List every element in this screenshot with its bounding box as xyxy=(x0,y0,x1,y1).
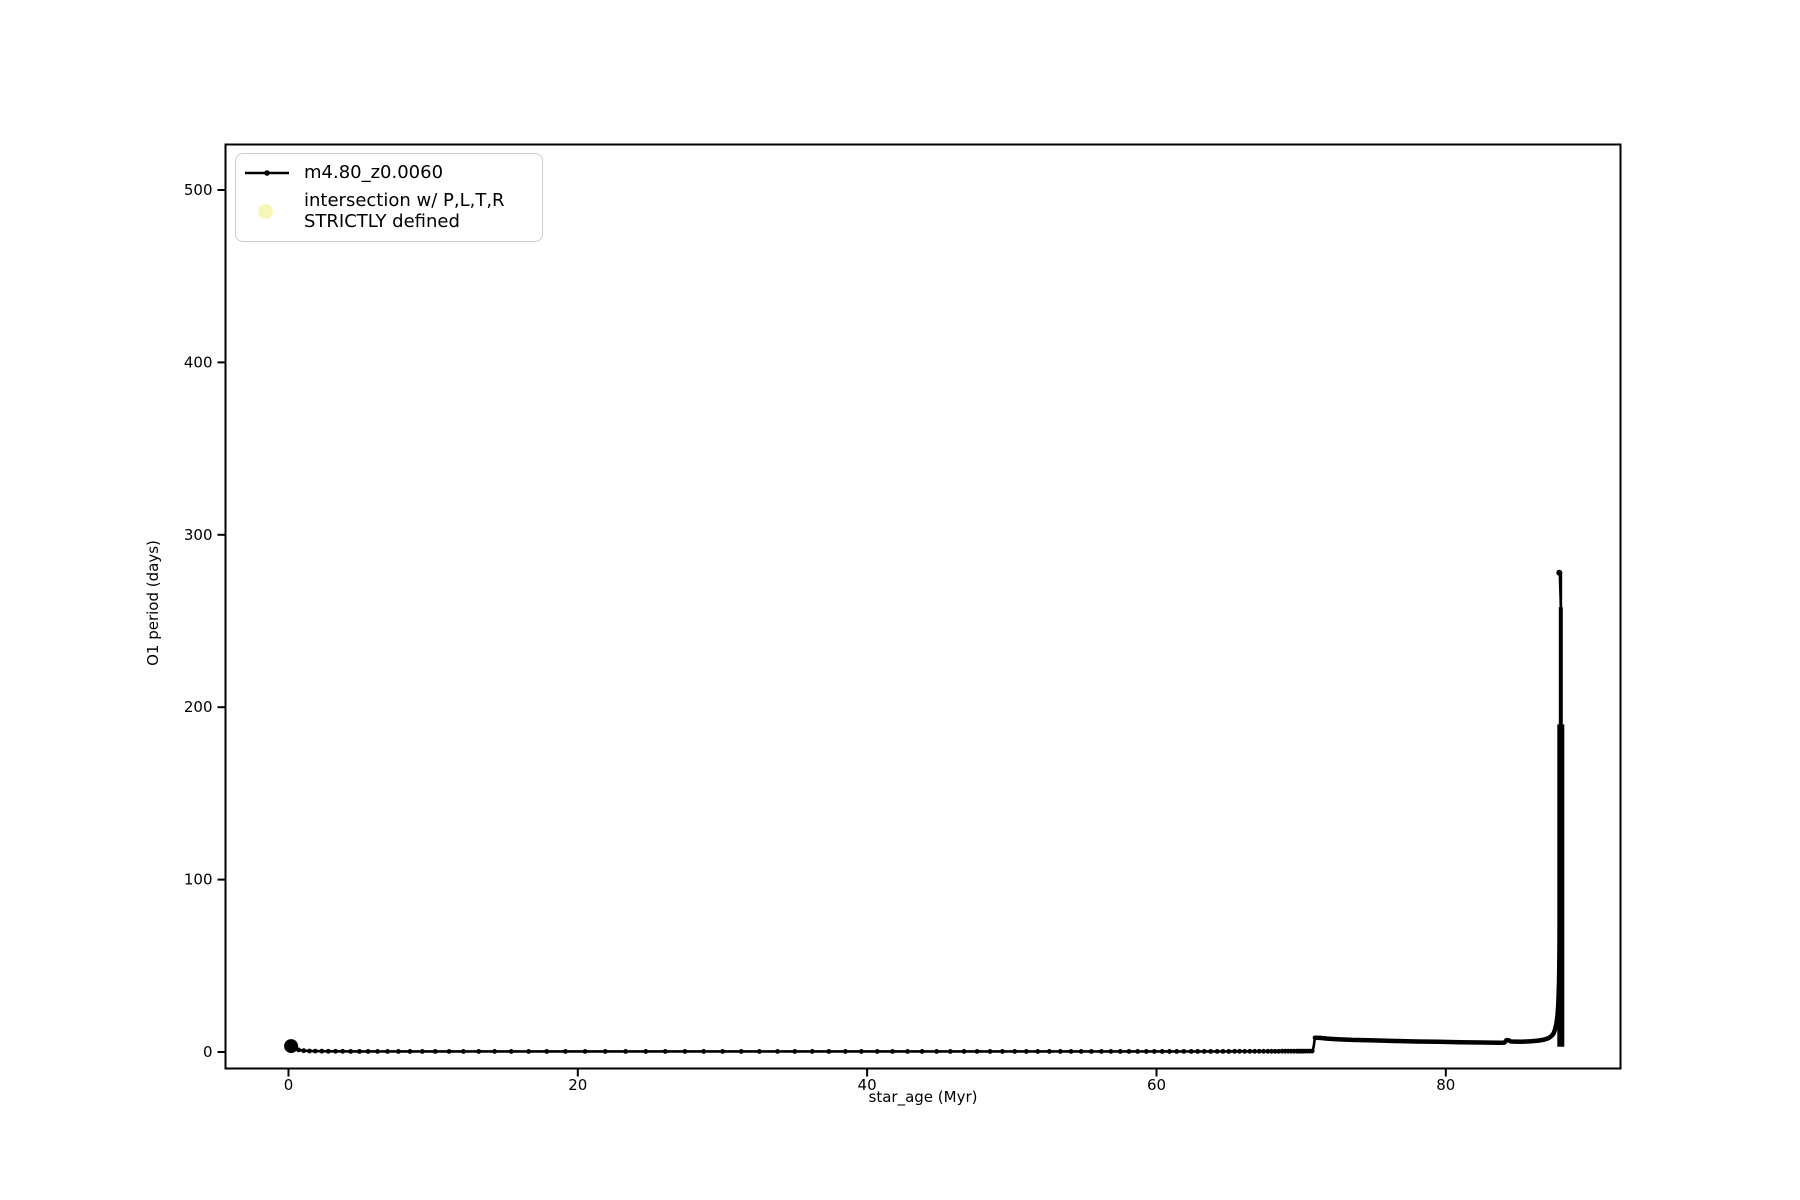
legend-intersection-marker-col xyxy=(244,203,304,219)
x-tick-label: 0 xyxy=(284,1076,294,1094)
y-tick-label: 0 xyxy=(203,1043,213,1061)
plot-area-border xyxy=(224,143,1622,1070)
x-axis-label: star_age (Myr) xyxy=(868,1088,978,1106)
legend-entry-intersection: intersection w/ P,L,T,R STRICTLY defined xyxy=(244,190,532,232)
y-tick-label: 500 xyxy=(184,181,213,199)
legend-intersection-label-line2: STRICTLY defined xyxy=(304,211,460,232)
x-tick-label: 20 xyxy=(568,1076,587,1094)
y-axis-label: O1 period (days) xyxy=(144,540,162,666)
legend-line-sample-icon xyxy=(245,169,289,176)
series-line xyxy=(287,571,1563,1053)
y-tick-label: 400 xyxy=(184,353,213,371)
legend-series-label: m4.80_z0.0060 xyxy=(304,162,444,183)
legend-intersection-label-line1: intersection w/ P,L,T,R xyxy=(304,190,505,211)
legend-intersection-marker xyxy=(258,203,273,219)
series-markers xyxy=(291,1045,1315,1054)
x-tick-label: 40 xyxy=(858,1076,877,1094)
y-tick-label: 100 xyxy=(184,871,213,889)
legend-line-sample xyxy=(244,167,304,179)
start-blob xyxy=(284,1039,299,1054)
x-tick-label: 60 xyxy=(1147,1076,1166,1094)
x-tick-label: 80 xyxy=(1436,1076,1455,1094)
legend-entry-series: m4.80_z0.0060 xyxy=(244,162,532,183)
y-tick-label: 200 xyxy=(184,698,213,716)
period-spike xyxy=(1556,569,1565,1047)
y-tick-label: 300 xyxy=(184,526,213,544)
series-line-dense xyxy=(1312,885,1563,1046)
legend-intersection-label: intersection w/ P,L,T,R STRICTLY defined xyxy=(304,190,505,232)
legend: m4.80_z0.0060 intersection w/ P,L,T,R ST… xyxy=(235,153,543,242)
